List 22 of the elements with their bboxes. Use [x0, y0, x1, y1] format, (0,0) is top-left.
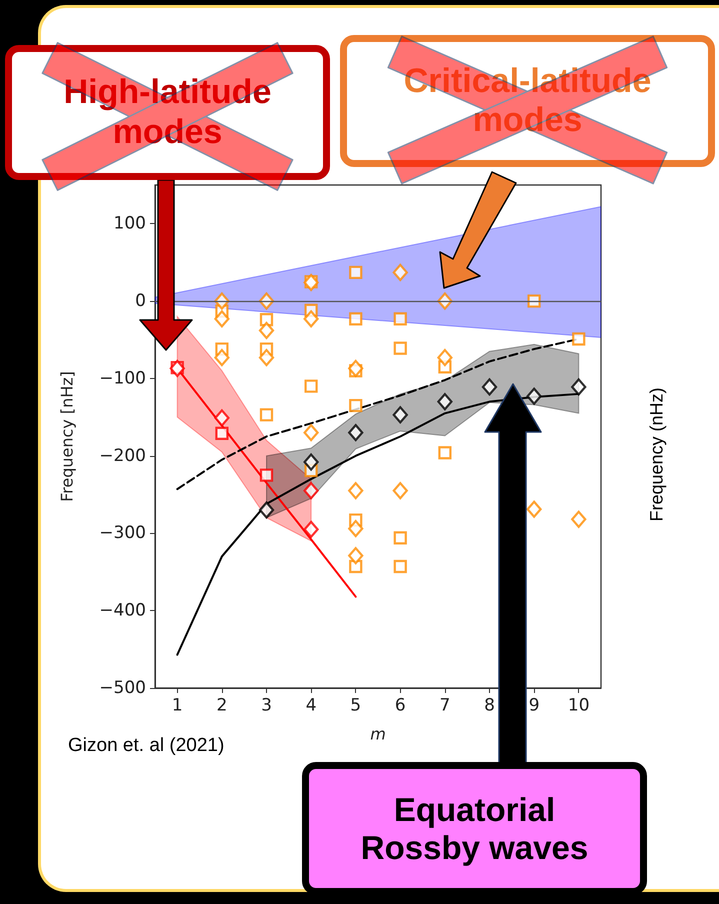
- x-tick-label: 3: [261, 696, 272, 716]
- y-tick-label: −300: [99, 523, 146, 544]
- x-tick-label: 9: [528, 696, 540, 716]
- x-tick-label: 1: [172, 696, 183, 716]
- text: Equatorial Rossby waves: [302, 762, 647, 895]
- x-tick-label: 10: [568, 696, 590, 716]
- x-tick-label: 4: [306, 696, 317, 716]
- y-tick-label: −200: [99, 446, 146, 466]
- x-tick-label: 8: [484, 696, 495, 716]
- y-axis-title: Frequency [nHz]: [58, 371, 76, 502]
- x-tick-label: 7: [439, 696, 450, 716]
- text: Frequency (nHz): [646, 387, 668, 522]
- x-tick-label: 6: [394, 696, 406, 716]
- x-tick-label: 2: [216, 696, 228, 716]
- x-tick-label: 5: [350, 696, 362, 716]
- y-tick-label: 100: [114, 214, 146, 234]
- x-axis-title: m: [370, 724, 386, 744]
- y-tick-label: −400: [99, 600, 146, 621]
- y-tick-label: −100: [99, 368, 146, 388]
- y-tick-label: −500: [99, 678, 146, 698]
- text: Gizon et. al (2021): [68, 735, 224, 757]
- y-tick-label: 0: [135, 291, 146, 312]
